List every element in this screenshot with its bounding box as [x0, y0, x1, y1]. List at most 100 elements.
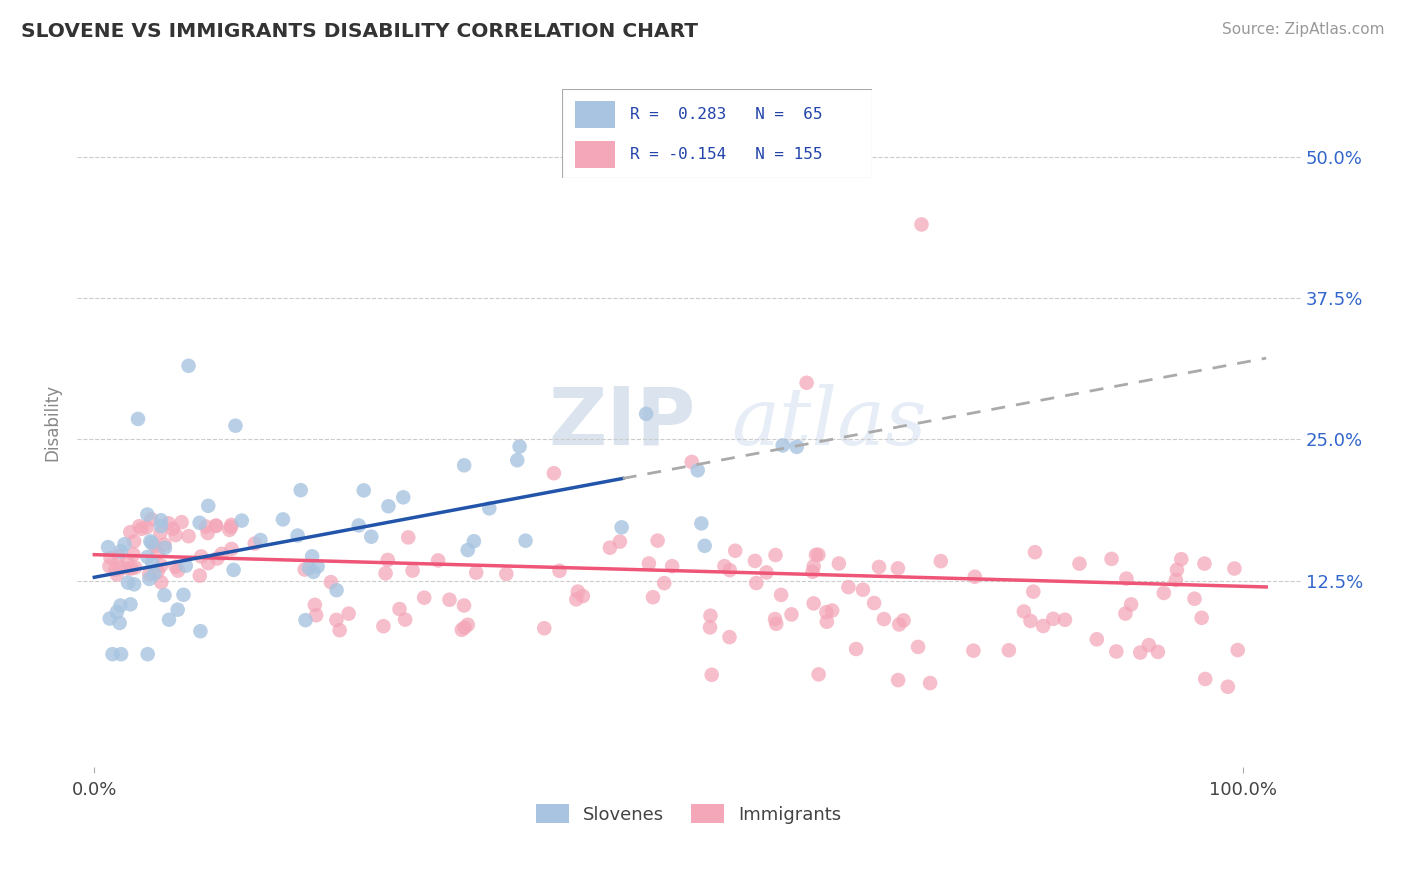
Point	[157, 516, 180, 531]
Point	[962, 643, 984, 657]
Point	[128, 519, 150, 533]
Point	[744, 554, 766, 568]
Point	[329, 623, 352, 637]
Point	[828, 557, 851, 571]
Point	[1053, 613, 1076, 627]
Point	[219, 520, 242, 534]
Point	[347, 518, 370, 533]
Point	[548, 564, 571, 578]
Point	[807, 548, 830, 562]
Point	[377, 553, 399, 567]
Point	[392, 491, 415, 505]
Point	[765, 616, 787, 631]
Point	[194, 519, 217, 533]
Point	[1019, 614, 1042, 628]
Point	[815, 605, 838, 619]
Point	[124, 560, 146, 574]
Point	[394, 613, 416, 627]
Point	[543, 467, 565, 481]
Point	[1105, 644, 1128, 658]
Point	[150, 558, 173, 573]
Point	[153, 538, 176, 552]
Point	[693, 539, 716, 553]
Point	[690, 516, 713, 531]
Point	[110, 560, 132, 574]
Point	[294, 613, 316, 627]
Point	[1069, 557, 1091, 571]
Point	[457, 543, 479, 558]
Point	[1223, 561, 1246, 575]
Point	[515, 533, 537, 548]
Point	[149, 513, 172, 527]
Point	[167, 564, 190, 578]
Point	[287, 528, 309, 542]
Point	[108, 615, 131, 630]
Point	[222, 563, 245, 577]
Point	[453, 458, 475, 473]
Point	[153, 588, 176, 602]
Point	[887, 561, 910, 575]
Point	[302, 565, 325, 579]
Point	[101, 647, 124, 661]
Point	[136, 549, 159, 564]
Point	[610, 520, 633, 534]
Point	[1022, 584, 1045, 599]
Point	[110, 544, 132, 558]
Point	[98, 559, 121, 574]
Point	[803, 596, 825, 610]
Point	[998, 643, 1021, 657]
Point	[120, 597, 142, 611]
Point	[453, 621, 475, 635]
Point	[337, 607, 360, 621]
Point	[150, 575, 173, 590]
Point	[1164, 573, 1187, 587]
Point	[457, 617, 479, 632]
Point	[863, 596, 886, 610]
Point	[815, 615, 838, 629]
Point	[1184, 591, 1206, 606]
Point	[1042, 612, 1064, 626]
Point	[772, 438, 794, 452]
Point	[1166, 563, 1188, 577]
Point	[1032, 619, 1054, 633]
Point	[770, 588, 793, 602]
Point	[638, 557, 661, 571]
Point	[271, 512, 294, 526]
Point	[803, 559, 825, 574]
Point	[807, 667, 830, 681]
Point	[652, 576, 675, 591]
Point	[249, 533, 271, 547]
Point	[174, 558, 197, 573]
Point	[149, 525, 172, 540]
Point	[290, 483, 312, 498]
Point	[98, 611, 121, 625]
Point	[699, 608, 721, 623]
Point	[165, 559, 187, 574]
Point	[143, 539, 166, 553]
Point	[907, 640, 929, 654]
Point	[115, 554, 138, 568]
Point	[104, 563, 127, 577]
Text: ZIP: ZIP	[548, 384, 696, 461]
Point	[506, 453, 529, 467]
Point	[699, 620, 721, 634]
Point	[599, 541, 621, 555]
Point	[157, 613, 180, 627]
Point	[136, 508, 159, 522]
Point	[120, 525, 142, 540]
Point	[170, 515, 193, 529]
Legend: Slovenes, Immigrants: Slovenes, Immigrants	[536, 805, 841, 824]
Point	[307, 559, 329, 574]
Point	[427, 553, 450, 567]
Point	[565, 592, 588, 607]
Point	[110, 599, 132, 613]
Point	[105, 567, 128, 582]
Point	[463, 534, 485, 549]
Point	[377, 500, 399, 514]
Point	[478, 501, 501, 516]
FancyBboxPatch shape	[562, 89, 872, 178]
Point	[1012, 605, 1035, 619]
Point	[661, 559, 683, 574]
Point	[1137, 638, 1160, 652]
Point	[686, 463, 709, 477]
